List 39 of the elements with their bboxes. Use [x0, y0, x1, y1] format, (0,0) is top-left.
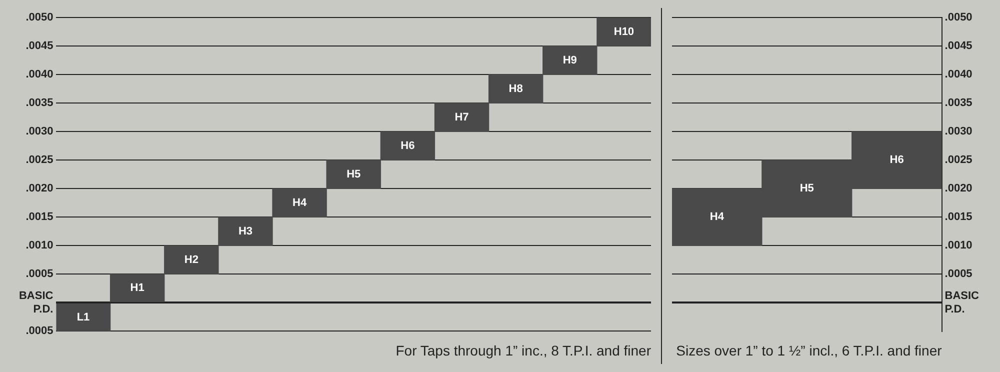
y-tick-label: .0030 — [26, 126, 54, 138]
y-tick-label: .0005 — [944, 268, 972, 280]
y-tick-label: .0040 — [26, 68, 54, 81]
y-tick-label: .0050 — [26, 12, 54, 24]
x-tick-label: H7 — [454, 111, 469, 124]
x-axis-title: Sizes over 1” to 1 ½” incl., 6 T.P.I. and finer — [676, 342, 942, 358]
y-tick-label: BASIC P.D. — [944, 290, 980, 316]
y-tick-label: .0035 — [944, 97, 972, 110]
y-tick-label: .0025 — [26, 154, 54, 166]
x-tick-label: H8 — [508, 82, 523, 95]
x-tick-label: H2 — [184, 254, 198, 266]
y-tick-label: .0045 — [944, 40, 972, 52]
x-tick-label: H6 — [400, 140, 415, 152]
y-tick-label: .0020 — [26, 182, 54, 195]
y-tick-label: .0010 — [26, 240, 54, 252]
x-tick-label: H1 — [130, 282, 144, 294]
y-tick-label: .0025 — [944, 154, 972, 166]
y-tick-label: .0040 — [944, 68, 972, 81]
y-tick-label: .0045 — [26, 40, 54, 52]
y-tick-label: .0035 — [26, 97, 54, 110]
x-tick-label: H6 — [890, 154, 904, 166]
y-tick-label: .0015 — [944, 211, 972, 224]
y-tick-label: .0010 — [944, 240, 972, 252]
x-tick-label: L1 — [76, 311, 90, 324]
y-tick-label: .0005 — [26, 325, 54, 338]
x-tick-label: H4 — [292, 196, 308, 209]
x-tick-label: H5 — [346, 168, 361, 180]
y-tick-label: BASIC P.D. — [18, 290, 54, 316]
x-tick-label: H3 — [238, 225, 253, 238]
x-tick-label: H10 — [614, 26, 634, 38]
y-tick-label: .0050 — [944, 12, 972, 24]
x-tick-label: H5 — [800, 182, 814, 195]
x-axis-title: For Taps through 1” inc., 8 T.P.I. and finer — [396, 342, 652, 358]
y-tick-label: .0005 — [26, 268, 54, 280]
y-tick-label: .0030 — [944, 126, 972, 138]
x-tick-label: H4 — [710, 211, 725, 224]
y-tick-label: .0020 — [944, 182, 972, 195]
x-tick-label: H9 — [562, 54, 577, 66]
y-tick-label: .0015 — [26, 211, 54, 224]
